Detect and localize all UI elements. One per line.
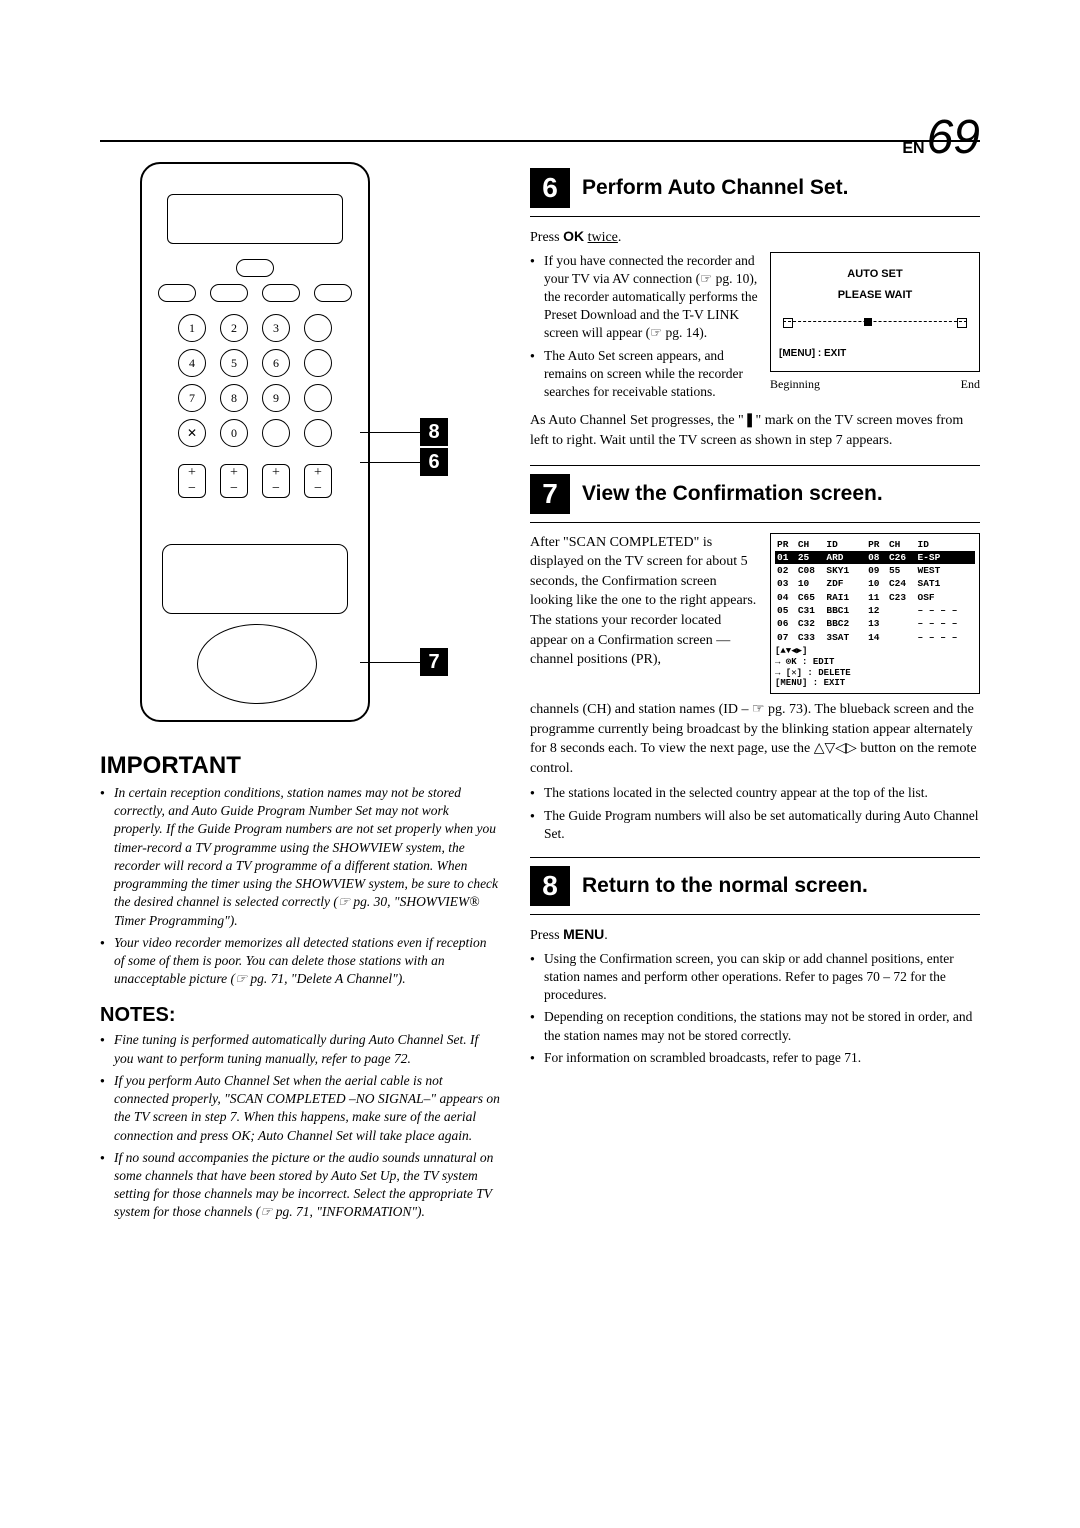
notes-list: Fine tuning is performed automatically d… — [100, 1031, 500, 1221]
notes-item: If no sound accompanies the picture or t… — [100, 1149, 500, 1222]
step7-number: 7 — [530, 474, 570, 514]
conf-footer: [▲▼◀▶] → ⊙K : EDIT → [✕] : DELETE [MENU]… — [775, 646, 975, 689]
step6-number: 6 — [530, 168, 570, 208]
notes-item: Fine tuning is performed automatically d… — [100, 1031, 500, 1067]
step8-header: 8 Return to the normal screen. — [530, 866, 980, 915]
page-num-value: 69 — [927, 111, 980, 164]
osd-begin-label: Beginning — [770, 376, 820, 393]
step8-press: Press MENU. — [530, 925, 980, 946]
page-number: EN69 — [902, 110, 980, 165]
confirmation-osd: PRCHID PRCHID 0125ARD08C26E-SP 02C08SKY1… — [770, 533, 980, 695]
step7-para1: After "SCAN COMPLETED" is displayed on t… — [530, 533, 758, 695]
step6-bullet: The Auto Set screen appears, and remains… — [530, 347, 758, 402]
callout-8: 8 — [420, 418, 448, 446]
osd-exit: [MENU] : EXIT — [779, 347, 971, 361]
notes-item: If you perform Auto Channel Set when the… — [100, 1072, 500, 1145]
step6-press: Press OK twice. — [530, 227, 980, 248]
step7-title: View the Confirmation screen. — [582, 482, 883, 506]
step6-title: Perform Auto Channel Set. — [582, 176, 848, 200]
step7-bullet: The Guide Program numbers will also be s… — [530, 807, 980, 843]
remote-illustration: 123 456 789 ✕0 +−+−+−+− 8 6 7 — [100, 162, 500, 722]
step8-bullet: Depending on reception conditions, the s… — [530, 1008, 980, 1044]
important-heading: IMPORTANT — [100, 752, 500, 780]
divider — [530, 857, 980, 858]
auto-set-osd: AUTO SET PLEASE WAIT [MENU] : EXIT Begin… — [770, 252, 980, 406]
step6-header: 6 Perform Auto Channel Set. — [530, 168, 980, 217]
step8-title: Return to the normal screen. — [582, 874, 868, 898]
important-list: In certain reception conditions, station… — [100, 784, 500, 988]
callout-7: 7 — [420, 648, 448, 676]
step8-bullet: For information on scrambled broadcasts,… — [530, 1049, 980, 1067]
step7-bullet: The stations located in the selected cou… — [530, 784, 980, 802]
important-item: Your video recorder memorizes all detect… — [100, 934, 500, 989]
osd-end-label: End — [961, 376, 980, 393]
step8-number: 8 — [530, 866, 570, 906]
callout-6: 6 — [420, 448, 448, 476]
step6-tail: As Auto Channel Set progresses, the "❚" … — [530, 411, 980, 450]
step8-bullet: Using the Confirmation screen, you can s… — [530, 950, 980, 1005]
osd-wait: PLEASE WAIT — [779, 288, 971, 303]
important-item: In certain reception conditions, station… — [100, 784, 500, 930]
top-rule — [100, 140, 980, 142]
divider — [530, 465, 980, 466]
step6-bullet: If you have connected the recorder and y… — [530, 252, 758, 343]
page-lang: EN — [902, 140, 924, 157]
osd-title: AUTO SET — [779, 267, 971, 282]
notes-heading: NOTES: — [100, 1004, 500, 1027]
step7-header: 7 View the Confirmation screen. — [530, 474, 980, 523]
step7-para2: channels (CH) and station names (ID – ☞ … — [530, 700, 980, 778]
